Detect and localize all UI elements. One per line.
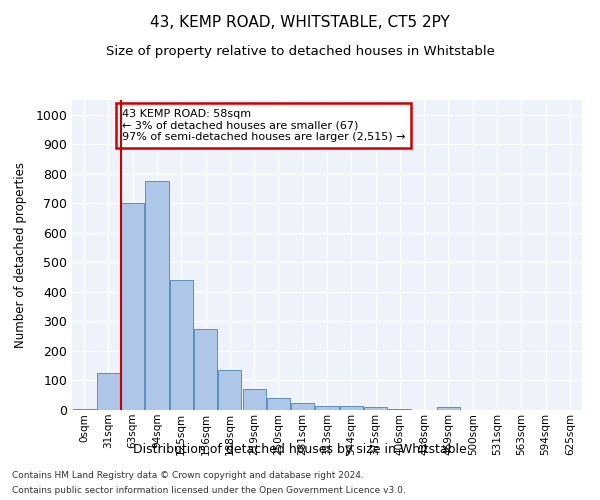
Text: Contains HM Land Registry data © Crown copyright and database right 2024.: Contains HM Land Registry data © Crown c…	[12, 471, 364, 480]
Text: 43 KEMP ROAD: 58sqm
← 3% of detached houses are smaller (67)
97% of semi-detache: 43 KEMP ROAD: 58sqm ← 3% of detached hou…	[122, 109, 405, 142]
Bar	[340, 406, 363, 410]
Bar	[73, 408, 95, 410]
Bar	[437, 407, 460, 410]
Text: 43, KEMP ROAD, WHITSTABLE, CT5 2PY: 43, KEMP ROAD, WHITSTABLE, CT5 2PY	[150, 15, 450, 30]
Bar	[291, 402, 314, 410]
Text: Size of property relative to detached houses in Whitstable: Size of property relative to detached ho…	[106, 45, 494, 58]
Bar	[267, 398, 290, 410]
Bar	[194, 329, 217, 410]
Bar	[242, 390, 266, 410]
Bar	[218, 370, 241, 410]
Bar	[121, 204, 144, 410]
Bar	[97, 373, 120, 410]
Bar	[316, 406, 338, 410]
Bar	[388, 409, 412, 410]
Bar	[170, 280, 193, 410]
Bar	[145, 181, 169, 410]
Text: Contains public sector information licensed under the Open Government Licence v3: Contains public sector information licen…	[12, 486, 406, 495]
Text: Distribution of detached houses by size in Whitstable: Distribution of detached houses by size …	[133, 442, 467, 456]
Bar	[364, 407, 387, 410]
Y-axis label: Number of detached properties: Number of detached properties	[14, 162, 27, 348]
